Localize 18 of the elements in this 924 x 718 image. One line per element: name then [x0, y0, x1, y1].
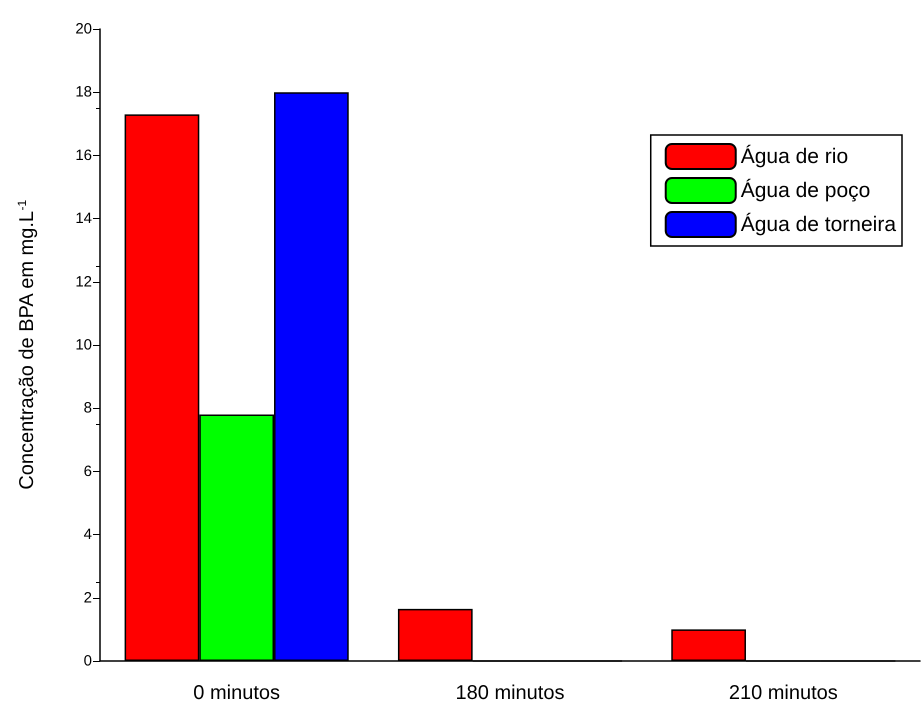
legend-label: Água de rio — [740, 144, 848, 168]
x-tick-label: 0 minutos — [193, 682, 280, 704]
y-tick-label: 20 — [75, 20, 92, 38]
y-tick-label: 6 — [84, 462, 92, 480]
y-tick-label: 8 — [84, 400, 92, 417]
y-tick-label: 4 — [84, 526, 92, 544]
y-tick-label: 0 — [84, 652, 92, 670]
y-tick-label: 18 — [75, 84, 92, 101]
y-tick-label: 10 — [75, 336, 92, 354]
y-tick-label: 12 — [75, 273, 92, 290]
y-tick-label: 2 — [84, 589, 92, 606]
x-tick-label: 180 minutos — [456, 682, 564, 704]
x-tick-label: 210 minutos — [728, 682, 838, 704]
y-tick-label: 16 — [75, 146, 92, 164]
legend-label: Água de poço — [740, 178, 870, 202]
y-tick-label: 14 — [75, 210, 92, 228]
y-axis-title: Concentração de BPA em mg.L-1 — [15, 199, 38, 490]
legend-label: Água de torneira — [740, 212, 896, 236]
